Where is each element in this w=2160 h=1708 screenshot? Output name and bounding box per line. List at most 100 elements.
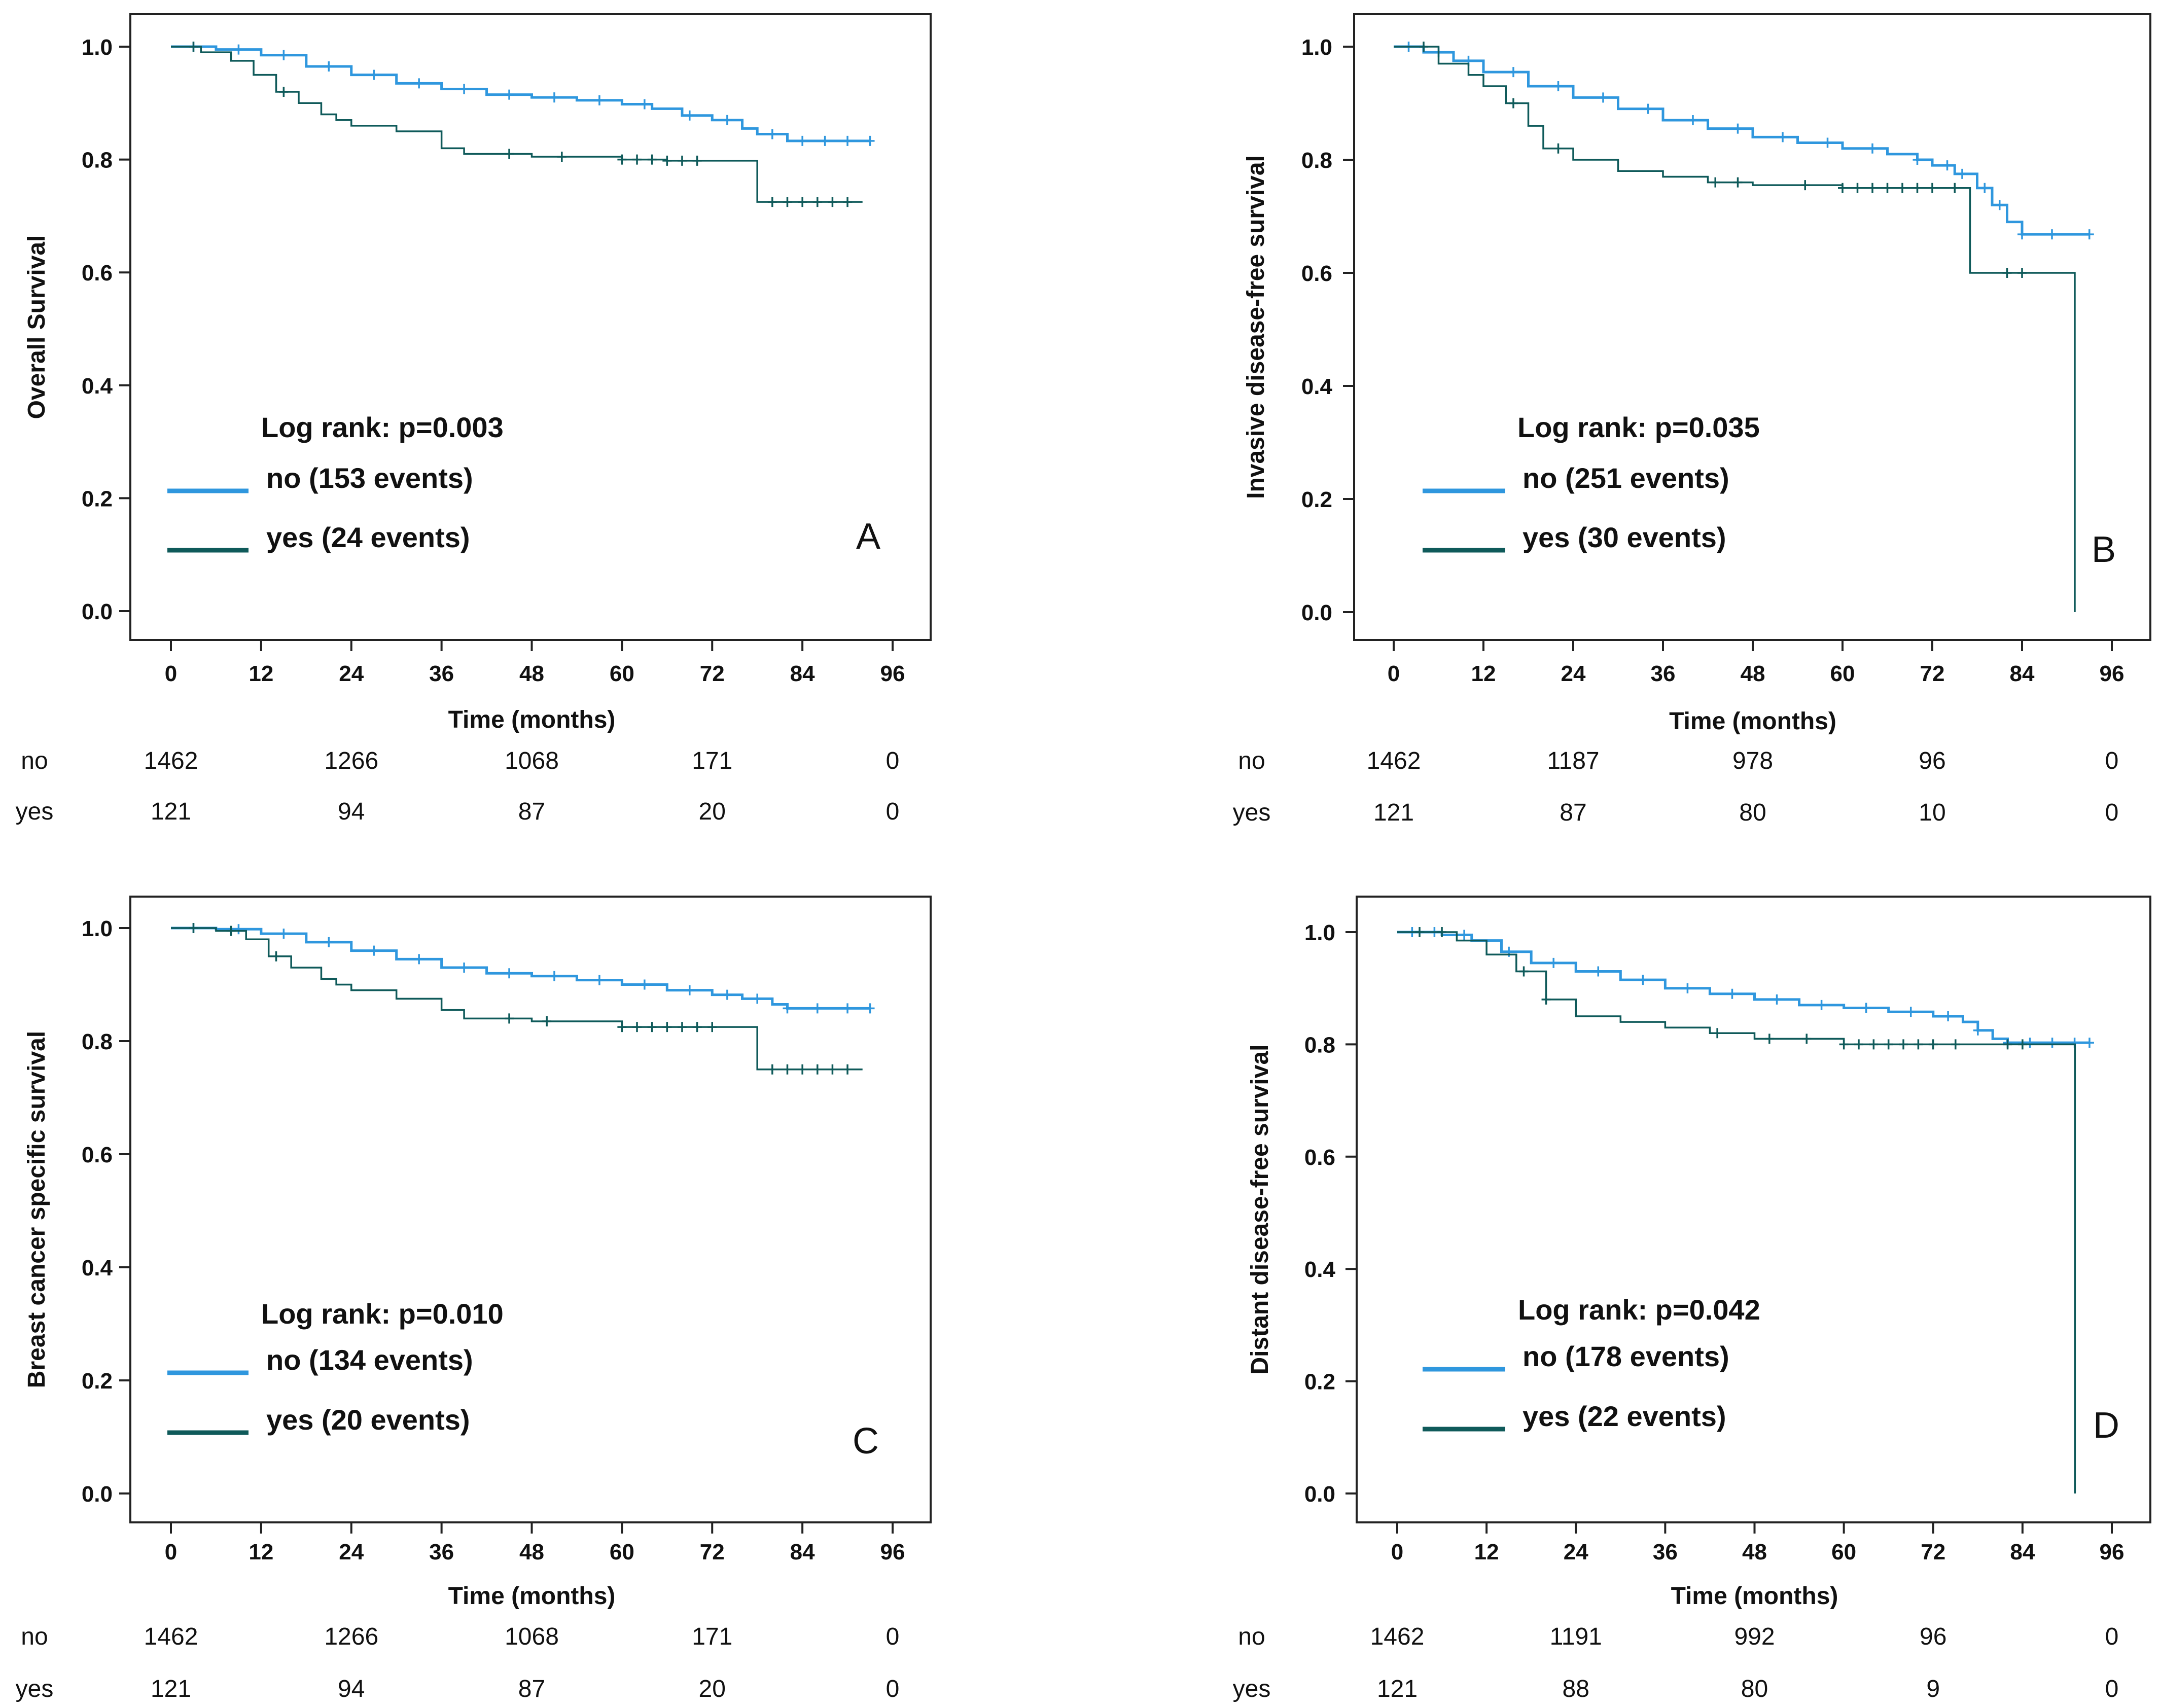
panel-d-censor-mark-yes	[1415, 927, 1425, 937]
panel-d-censor-mark-yes	[2003, 1039, 2012, 1050]
panel-b-censor-mark-no	[2047, 229, 2057, 240]
panel-a-censor-mark-no	[820, 135, 830, 146]
panel-b-censor-mark-yes	[1509, 98, 1518, 109]
panel-a-risk-value: 0	[886, 798, 900, 825]
panel-c-censor-mark-yes	[632, 1022, 642, 1033]
panel-c-censor-mark-no	[234, 924, 243, 935]
panel-d-censor-mark-no	[1817, 1000, 1826, 1010]
panel-d-risk-value: 88	[1563, 1676, 1589, 1702]
panel-a-x-tick-label: 60	[610, 661, 634, 686]
panel-b-y-tick-label: 0.4	[1301, 374, 1333, 399]
panel-b-censor-mark-no	[1599, 92, 1608, 103]
panel-b-censor-mark-yes	[1800, 180, 1810, 191]
panel-c-x-tick-label: 96	[880, 1540, 905, 1564]
panel-c-censor-mark-no	[369, 945, 379, 956]
panel-b-censor-mark-yes	[1898, 183, 1907, 193]
panel-d-censor-mark-yes	[1914, 1039, 1923, 1050]
panel-a-log-rank: Log rank: p=0.003	[261, 411, 504, 443]
panel-b-censor-mark-no	[1509, 67, 1518, 78]
panel-a-x-tick-label: 48	[519, 661, 544, 686]
panel-b-risk-value: 0	[2105, 748, 2119, 774]
panel-b-x-tick-label: 72	[1920, 661, 1945, 686]
panel-d-censor-mark-yes	[1541, 994, 1551, 1005]
panel-c-censor-mark-yes	[226, 926, 236, 936]
panel-a-risk-value: 87	[518, 798, 545, 825]
panel-a-censor-mark-no	[767, 129, 777, 139]
panel-b-censor-mark-no	[2084, 229, 2094, 240]
panel-c-x-tick-label: 12	[249, 1540, 273, 1564]
panel-c-censor-mark-yes	[783, 1064, 792, 1075]
panel-a-censor-mark-no	[798, 135, 807, 146]
panel-a-censor-mark-yes	[798, 197, 807, 207]
panel-b-censor-mark-no	[1980, 183, 1990, 193]
panel-a-censor-mark-yes	[767, 197, 777, 207]
panel-b-risk-row-label: yes	[1233, 799, 1271, 826]
panel-c-censor-mark-yes	[189, 923, 198, 933]
panel-b-censor-mark-no	[1995, 200, 2004, 210]
panel-a-censor-mark-yes	[783, 197, 792, 207]
panel-c-x-tick-label: 84	[790, 1540, 815, 1564]
panel-c-censor-mark-no	[685, 985, 694, 995]
panel-b-risk-value: 87	[1560, 799, 1586, 826]
panel-c-censor-mark-no	[549, 971, 559, 981]
panel-d-censor-mark-yes	[1519, 966, 1529, 977]
panel-a-censor-mark-yes	[828, 197, 837, 207]
panel-c-censor-mark-yes	[505, 1013, 514, 1024]
panel-a-censor-mark-no	[459, 84, 469, 94]
panel-c-y-tick-label: 0.2	[82, 1369, 113, 1394]
panel-b-log-rank: Log rank: p=0.035	[1517, 411, 1760, 443]
panel-a-x-tick-label: 12	[249, 661, 273, 686]
panel-d-x-tick-label: 84	[2010, 1540, 2035, 1564]
panel-c-risk-value: 94	[338, 1676, 365, 1702]
panel-d-y-tick-label: 0.0	[1304, 1482, 1335, 1507]
panel-c-censor-mark-no	[783, 1003, 792, 1014]
panel-c-log-rank: Log rank: p=0.010	[261, 1298, 504, 1330]
panel-c-censor-mark-yes	[647, 1022, 657, 1033]
panel-d-risk-row-label: no	[1238, 1623, 1265, 1650]
panel-d-risk-value: 121	[1377, 1676, 1418, 1702]
panel-a-x-tick-label: 0	[165, 661, 177, 686]
panel-c-y-tick-label: 0.6	[82, 1143, 113, 1167]
panel-c-risk-value: 1266	[324, 1623, 378, 1650]
panel-d-censor-mark-no	[1727, 988, 1737, 999]
panel-c-risk-value: 87	[518, 1676, 545, 1702]
panel-a-risk-value: 1266	[324, 748, 378, 774]
panel-b-censor-mark-yes	[2002, 268, 2012, 278]
panel-b-y-axis-title: Invasive disease-free survival	[1243, 155, 1269, 499]
panel-d-curve-no	[1397, 931, 2090, 1044]
panel-b-censor-mark-no	[1553, 81, 1563, 92]
panel-d-x-tick-label: 12	[1474, 1540, 1499, 1564]
panel-b-x-tick-label: 96	[2100, 661, 2124, 686]
panel-c-risk-value: 1462	[144, 1623, 198, 1650]
panel-b-risk-value: 96	[1919, 748, 1945, 774]
panel-c-censor-mark-yes	[767, 1064, 777, 1075]
panel-b-censor-mark-no	[1913, 155, 1922, 165]
panel-c-censor-mark-yes	[677, 1022, 687, 1033]
panel-d-censor-mark-no	[2084, 1038, 2094, 1048]
panel-a-y-tick-label: 0.0	[82, 599, 113, 624]
panel-a-censor-mark-no	[505, 89, 514, 100]
panel-c-y-tick-label: 1.0	[82, 916, 113, 941]
panel-c-censor-mark-no	[279, 929, 289, 939]
panel-d-legend-label-no: no (178 events)	[1522, 1340, 1729, 1372]
panel-b-x-tick-label: 36	[1651, 661, 1676, 686]
panel-d-censor-mark-yes	[1854, 1039, 1863, 1050]
panel-d-risk-value: 1462	[1370, 1623, 1425, 1650]
panel-d-x-tick-label: 48	[1742, 1540, 1767, 1564]
panel-d-censor-mark-yes	[1713, 1028, 1722, 1039]
panel-d-letter: D	[2093, 1405, 2119, 1446]
panel-d-risk-row-label: yes	[1233, 1676, 1271, 1702]
panel-d-legend-label-yes: yes (22 events)	[1522, 1400, 1726, 1432]
panel-c-censor-mark-no	[812, 1003, 822, 1014]
panel-b-censor-mark-no	[1643, 103, 1653, 114]
panel-b-letter: B	[2092, 529, 2116, 570]
panel-d-censor-mark-yes	[2017, 1039, 2027, 1050]
panel-a-censor-mark-yes	[812, 197, 822, 207]
panel-c-y-tick-label: 0.8	[82, 1029, 113, 1054]
panel-b-censor-mark-yes	[1853, 183, 1862, 193]
panel-d-censor-mark-no	[2047, 1038, 2057, 1048]
panel-d-risk-value: 80	[1741, 1676, 1768, 1702]
panel-c-censor-mark-no	[505, 968, 514, 979]
panel-d-censor-mark-no	[1549, 957, 1559, 968]
